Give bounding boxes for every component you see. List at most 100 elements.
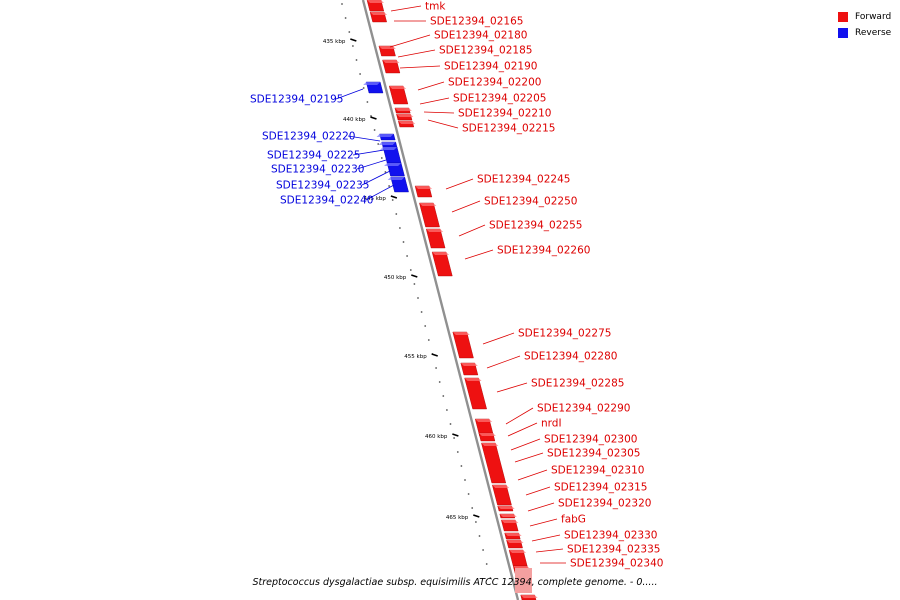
- gene-highlight: [378, 142, 396, 145]
- gene-label: SDE12394_02330: [564, 530, 657, 542]
- scale-dot: [395, 213, 398, 215]
- scale-dot: [456, 451, 459, 453]
- leader-line: [525, 486, 551, 496]
- leader-line: [390, 5, 422, 12]
- gene-label: SDE12394_02200: [448, 77, 541, 89]
- scale-dot: [438, 381, 441, 383]
- scale-tick: [350, 38, 357, 42]
- leader-line: [531, 534, 561, 542]
- gene-label: SDE12394_02305: [547, 448, 640, 460]
- gene-highlight: [475, 419, 493, 422]
- leader-line: [361, 170, 391, 186]
- scale-dot: [413, 283, 416, 285]
- gene-highlight: [520, 595, 538, 598]
- leader-line: [507, 422, 538, 437]
- scale-dot: [344, 17, 347, 19]
- gene-label: SDE12394_02185: [439, 45, 532, 57]
- gene-labels: tmk SDE12394_02165 SDE12394_02180 SDE12394_…: [250, 1, 663, 570]
- scale-dot: [446, 409, 448, 411]
- scale-dot: [478, 535, 481, 537]
- scale-dot: [362, 87, 365, 89]
- leader-line: [417, 81, 445, 91]
- gene-label: SDE12394_02225: [267, 150, 360, 162]
- gene-label: tmk: [425, 1, 446, 13]
- gene-label: SDE12394_02220: [262, 131, 355, 143]
- gene-highlight: [506, 540, 524, 543]
- scale-dot: [442, 395, 445, 397]
- reverse-swatch-icon: [838, 28, 848, 38]
- leader-line: [352, 149, 385, 156]
- gene-highlight: [370, 12, 388, 15]
- scale-dot: [417, 297, 419, 299]
- gene-highlight: [432, 252, 450, 255]
- gene-label: SDE12394_02210: [458, 108, 551, 120]
- scale-dot: [406, 255, 408, 257]
- leader-line: [356, 159, 387, 170]
- gene-highlight: [396, 114, 414, 117]
- scale-tick-label: 460 kbp: [425, 434, 448, 440]
- gene-label: SDE12394_02260: [497, 245, 590, 257]
- scale-dot: [388, 185, 390, 187]
- scale-dot: [464, 479, 466, 481]
- gene-highlight: [367, 0, 384, 3]
- scale-dot: [482, 549, 484, 551]
- gene-highlight: [380, 147, 397, 150]
- gene-label: SDE12394_02335: [567, 544, 660, 556]
- gene-highlight: [384, 163, 402, 166]
- gene-highlight: [382, 60, 400, 63]
- gene-highlight: [478, 433, 496, 436]
- gene-highlight: [509, 550, 527, 553]
- leader-line: [517, 469, 548, 481]
- scale-tick-label: 465 kbp: [446, 515, 469, 521]
- gene-highlight: [363, 82, 381, 85]
- leader-line: [423, 111, 455, 114]
- gene-highlight: [415, 186, 433, 189]
- scale-dot: [384, 171, 387, 173]
- legend: Forward Reverse: [838, 9, 891, 41]
- scale-dot: [352, 45, 354, 47]
- scale-dot: [467, 493, 470, 495]
- gene-highlight: [387, 177, 405, 180]
- scale-dot: [449, 423, 452, 425]
- scale-dot: [341, 3, 343, 5]
- scale-dot: [460, 465, 463, 467]
- scale-dot: [475, 521, 477, 523]
- scale-tick: [452, 433, 459, 437]
- leader-line: [389, 34, 431, 48]
- leader-line: [505, 407, 534, 425]
- forward-swatch-icon: [838, 12, 848, 22]
- forward-gene: [419, 202, 440, 228]
- genome-backbone: [361, 0, 520, 600]
- gene-highlight: [499, 514, 517, 517]
- gene-label: SDE12394_02340: [570, 558, 663, 570]
- gene-label: SDE12394_02240: [280, 195, 373, 207]
- gene-label: fabG: [561, 514, 586, 526]
- scale-dot: [485, 563, 488, 565]
- gene-label: SDE12394_02180: [434, 30, 527, 42]
- leader-line: [514, 452, 544, 463]
- leader-line: [482, 332, 515, 345]
- scale-tick-label: 445 kbp: [363, 196, 386, 202]
- leader-line: [445, 178, 474, 190]
- gene-label: SDE12394_02255: [489, 220, 582, 232]
- scale-tick: [431, 353, 438, 357]
- scale-dot: [402, 241, 405, 243]
- leader-line: [458, 224, 486, 237]
- gene-label: SDE12394_02315: [554, 482, 647, 494]
- leader-line: [527, 502, 555, 512]
- gene-highlight: [419, 203, 437, 206]
- gene-highlight: [501, 520, 519, 523]
- scale-dot: [370, 115, 372, 117]
- gene-highlight: [464, 378, 482, 381]
- gene-label: SDE12394_02310: [551, 465, 644, 477]
- leader-line: [486, 355, 521, 369]
- leader-line: [535, 548, 564, 553]
- scale-dot: [348, 31, 351, 33]
- gene-label: SDE12394_02275: [518, 328, 611, 340]
- gene-highlight: [460, 363, 478, 366]
- leader-line: [451, 200, 481, 213]
- gene-label: SDE12394_02280: [524, 351, 617, 363]
- scale-dot: [420, 311, 423, 313]
- scale-ticks: 435 kbp 440 kbp 445 kbp 450 kbp 455 kbp 460 k…: [323, 38, 480, 521]
